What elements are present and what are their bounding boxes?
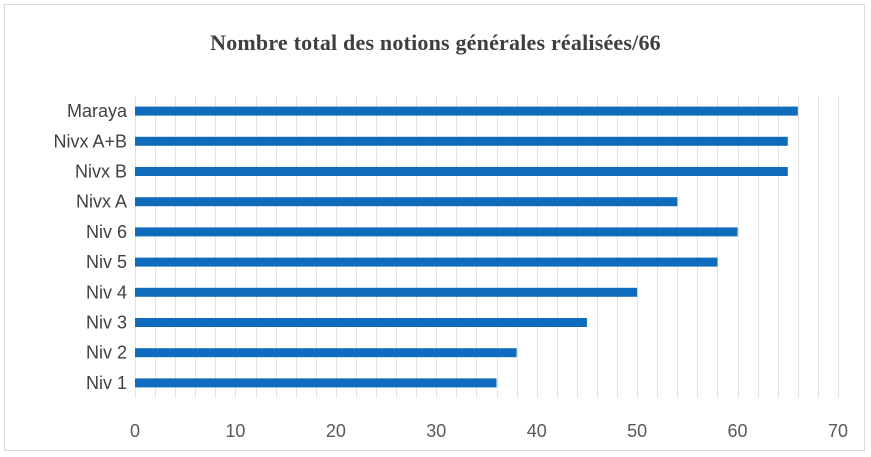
y-tick-label: Niv 3: [86, 313, 127, 333]
bar-niv-2: [135, 348, 517, 358]
x-tick-label: 0: [130, 421, 140, 441]
x-tick-label: 10: [225, 421, 245, 441]
y-tick-label: Niv 6: [86, 222, 127, 242]
gridlines: [135, 96, 839, 398]
x-tick-label: 20: [326, 421, 346, 441]
x-tick-label: 50: [627, 421, 647, 441]
y-tick-label: Nivx A+B: [53, 131, 127, 151]
chart-title: Nombre total des notions générales réali…: [210, 30, 661, 55]
x-axis-labels: 0 10 20 30 40 50 60 70: [130, 421, 848, 441]
y-tick-label: Niv 4: [86, 282, 127, 302]
x-tick-label: 60: [728, 421, 748, 441]
y-tick-label: Niv 5: [86, 252, 127, 272]
x-tick-label: 40: [527, 421, 547, 441]
y-tick-label: Nivx A: [76, 192, 127, 212]
bar-nivx-a-b: [135, 136, 788, 146]
y-tick-label: Niv 2: [86, 343, 127, 363]
y-tick-label: Nivx B: [75, 162, 127, 182]
x-tick-label: 30: [426, 421, 446, 441]
bar-maraya: [135, 106, 798, 116]
y-tick-label: Maraya: [67, 101, 128, 121]
bar-niv-6: [135, 227, 738, 237]
bars: [135, 106, 798, 388]
bar-nivx-b: [135, 167, 788, 176]
bar-niv-4: [135, 287, 638, 297]
y-axis-labels: Niv 1 Niv 2 Niv 3 Niv 4 Niv 5 Niv 6 Nivx A Nivx…: [53, 101, 128, 393]
bar-niv-3: [135, 318, 587, 327]
bar-niv-1: [135, 378, 497, 388]
bar-niv-5: [135, 257, 718, 267]
x-tick-label: 70: [828, 421, 848, 441]
bar-nivx-a: [135, 197, 678, 207]
y-tick-label: Niv 1: [86, 373, 127, 393]
